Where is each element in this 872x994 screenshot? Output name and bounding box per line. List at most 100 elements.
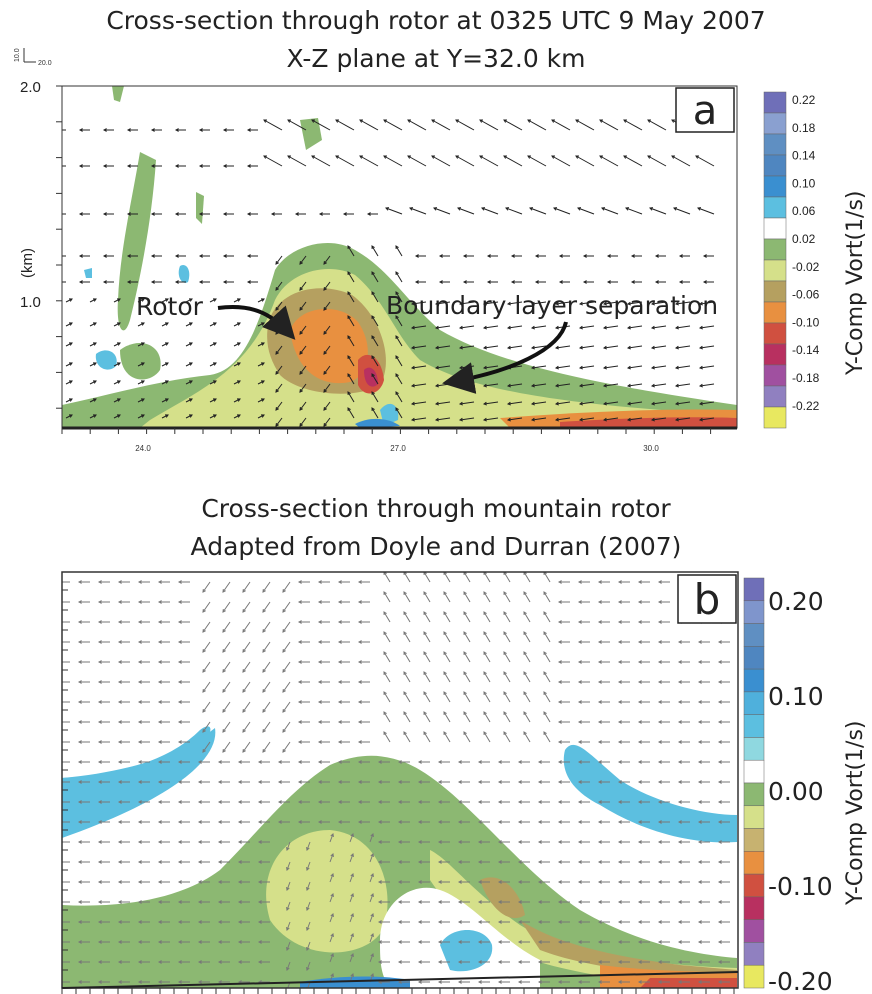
wind-vector (695, 155, 715, 167)
wind-vector-head (617, 880, 622, 884)
wind-vector-head (463, 572, 467, 576)
wind-vector (623, 155, 643, 167)
wind-vector-head (657, 980, 662, 984)
wind-vector (601, 207, 619, 215)
wind-vector (603, 365, 619, 369)
wind-vector-head (602, 417, 607, 422)
wind-vector-head (347, 355, 351, 360)
wind-vector (222, 581, 231, 593)
wind-vector-head (637, 900, 642, 904)
wind-vector-head (337, 700, 342, 704)
wind-vector-head (558, 280, 563, 284)
wind-vector-head (140, 342, 145, 346)
wind-vector (579, 365, 595, 369)
wind-vector (543, 731, 551, 743)
wind-vector (263, 155, 283, 167)
colorbar-a-swatch (763, 280, 787, 303)
colorbar-a-swatch (763, 154, 787, 177)
wind-vector (263, 119, 283, 131)
wind-vector (507, 325, 523, 329)
wind-vector (649, 207, 667, 215)
wind-vector-head (437, 820, 442, 824)
wind-vector-head (335, 155, 340, 159)
wind-vector-head (557, 700, 562, 704)
wind-vector-head (282, 628, 286, 633)
wind-vector-head (197, 800, 202, 804)
wind-vector-head (282, 588, 286, 593)
wind-vector-head (554, 365, 559, 370)
wind-vector-head (164, 298, 169, 302)
wind-vector-head (77, 820, 82, 824)
wind-vector (262, 721, 271, 733)
wind-vector-head (457, 980, 462, 984)
wind-vector-head (59, 861, 62, 864)
wind-vector (555, 301, 571, 305)
panel-a-label-box (675, 87, 735, 133)
wind-vector-head (337, 660, 342, 664)
wind-vector-head (377, 900, 382, 904)
wind-vector (371, 245, 379, 257)
wind-vector-head (554, 325, 559, 330)
wind-vector (222, 681, 231, 693)
wind-vector-head (97, 960, 102, 964)
wind-vector-head (463, 691, 467, 696)
wind-vector-head (56, 165, 59, 168)
wind-vector (222, 661, 231, 673)
wind-vector-head (140, 380, 145, 384)
wind-vector-head (92, 414, 97, 418)
wind-vector-head (517, 880, 522, 884)
wind-vector (242, 601, 251, 613)
wind-vector-head (657, 860, 662, 864)
wind-vector (275, 417, 283, 427)
wind-vector-head (537, 780, 542, 784)
wind-vector-head (523, 611, 527, 616)
wind-vector (423, 572, 431, 583)
wind-vector-head (337, 680, 342, 684)
wind-vector-head (257, 780, 262, 784)
wind-vector (443, 631, 451, 643)
wind-vector-head (650, 417, 655, 422)
wind-vector (222, 741, 231, 753)
rotor-arrow (217, 305, 296, 340)
wind-vector-head (537, 920, 542, 924)
wind-vector-head (397, 860, 402, 864)
wind-vector-head (68, 298, 73, 302)
wind-vector (507, 383, 523, 387)
wind-vector-head (197, 900, 202, 904)
wind-vector-head (537, 900, 542, 904)
wind-vector (299, 417, 307, 427)
wind-vector-head (577, 780, 582, 784)
wind-vector (483, 711, 491, 723)
wind-vector (282, 641, 291, 653)
wind-vector-head (202, 648, 206, 653)
wind-vector (347, 291, 355, 303)
wind-vector-head (577, 660, 582, 664)
wind-vector (603, 301, 619, 305)
wind-vector-head (323, 330, 327, 335)
wind-vector (463, 611, 471, 623)
wind-vector-head (617, 980, 622, 984)
wind-vector-head (97, 880, 102, 884)
wind-vector (311, 155, 331, 167)
wind-vector-head (654, 280, 659, 284)
wind-vector-head (443, 631, 447, 636)
wind-vector-head (212, 342, 217, 346)
wind-vector-head (477, 780, 482, 784)
colorbar-b-swatch (743, 782, 765, 807)
wind-vector (527, 155, 547, 167)
wind-vector-head (377, 780, 382, 784)
wind-vector-head (59, 601, 62, 604)
wind-vector (699, 345, 715, 349)
wind-vector-head (395, 407, 399, 412)
wind-vector-head (397, 980, 402, 984)
wind-vector-head (697, 960, 702, 964)
wind-vector (463, 631, 471, 643)
wind-vector (282, 621, 291, 633)
wind-vector-head (597, 720, 602, 724)
wind-vector-head (97, 700, 102, 704)
wind-vector-head (262, 588, 266, 593)
wind-vector-head (370, 833, 374, 838)
wind-vector (575, 119, 595, 131)
wind-vector-head (677, 840, 682, 844)
wind-vector-head (347, 271, 351, 276)
